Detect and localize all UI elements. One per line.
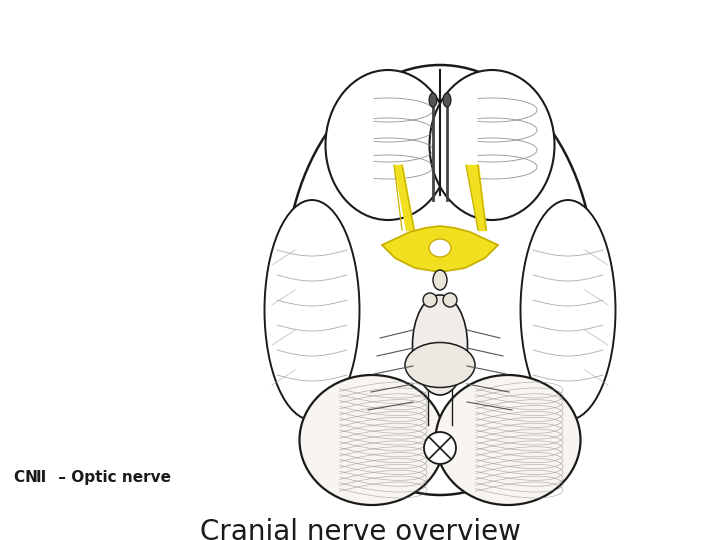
Ellipse shape <box>429 93 437 107</box>
Ellipse shape <box>325 70 451 220</box>
Ellipse shape <box>429 239 451 257</box>
Ellipse shape <box>433 270 447 290</box>
Ellipse shape <box>521 200 616 420</box>
Ellipse shape <box>264 200 359 420</box>
Text: CN: CN <box>14 470 43 485</box>
Circle shape <box>443 293 457 307</box>
Ellipse shape <box>443 93 451 107</box>
Ellipse shape <box>430 70 554 220</box>
Polygon shape <box>382 226 498 272</box>
Ellipse shape <box>285 65 595 495</box>
Circle shape <box>424 432 456 464</box>
Circle shape <box>423 293 437 307</box>
Text: – Optic nerve: – Optic nerve <box>53 470 171 485</box>
Ellipse shape <box>405 342 475 388</box>
Text: Cranial nerve overview: Cranial nerve overview <box>199 518 521 540</box>
Text: II: II <box>36 470 48 485</box>
Ellipse shape <box>300 375 444 505</box>
Ellipse shape <box>413 295 467 395</box>
Ellipse shape <box>436 375 580 505</box>
